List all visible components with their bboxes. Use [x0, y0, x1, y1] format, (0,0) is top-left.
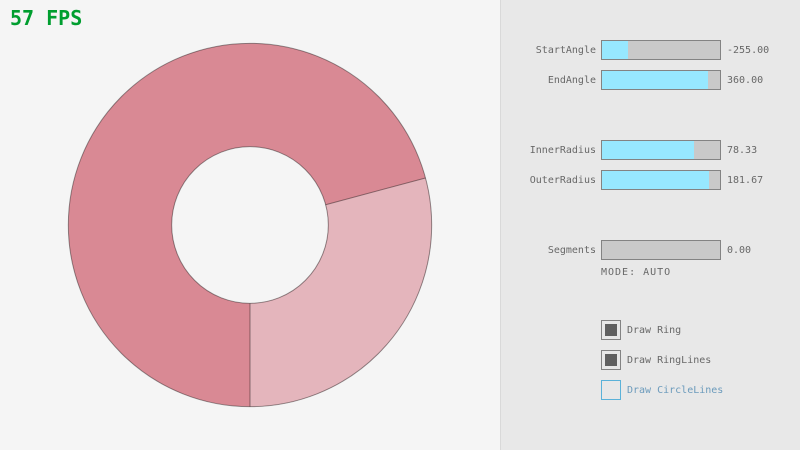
controls-panel: StartAngle -255.00 EndAngle 360.00 Inner… [500, 0, 800, 450]
end-angle-value: 360.00 [727, 74, 764, 86]
outer-radius-value: 181.67 [727, 174, 764, 186]
start-angle-value: -255.00 [727, 44, 770, 56]
draw-ring-lines-row: Draw RingLines [601, 350, 711, 370]
segments-value: 0.00 [727, 244, 752, 256]
draw-circle-lines-checkbox[interactable] [601, 380, 621, 400]
draw-ring-lines-label: Draw RingLines [627, 354, 712, 366]
outer-radius-row: OuterRadius 181.67 [501, 170, 800, 190]
draw-circle-lines-label: Draw CircleLines [627, 384, 724, 396]
draw-ring-lines-check-mark [605, 354, 617, 366]
end-angle-row: EndAngle 360.00 [501, 70, 800, 90]
draw-ring-label: Draw Ring [627, 324, 682, 336]
start-angle-slider-fill [602, 41, 628, 59]
end-angle-label: EndAngle [547, 74, 596, 86]
fps-counter: 57 FPS [10, 6, 83, 30]
end-angle-slider[interactable] [601, 70, 721, 90]
start-angle-label: StartAngle [535, 44, 596, 56]
outer-radius-slider-fill [602, 171, 710, 189]
inner-radius-value: 78.33 [727, 144, 758, 156]
segments-slider[interactable] [601, 240, 721, 260]
draw-ring-lines-checkbox[interactable] [601, 350, 621, 370]
start-angle-row: StartAngle -255.00 [501, 40, 800, 60]
ring-outer-line [67, 42, 433, 408]
outer-radius-label: OuterRadius [529, 174, 596, 186]
draw-circle-lines-row: Draw CircleLines [601, 380, 723, 400]
inner-radius-slider[interactable] [601, 140, 721, 160]
ring-inner-line [171, 146, 329, 304]
end-angle-slider-fill [602, 71, 709, 89]
inner-radius-slider-fill [602, 141, 695, 159]
inner-radius-row: InnerRadius 78.33 [501, 140, 800, 160]
ring-cap-line-start [325, 177, 426, 206]
segments-row: Segments 0.00 [501, 240, 800, 260]
ring-single-pass [250, 177, 432, 407]
draw-ring-checkbox[interactable] [601, 320, 621, 340]
draw-ring-row: Draw Ring [601, 320, 681, 340]
start-angle-slider[interactable] [601, 40, 721, 60]
draw-ring-check-mark [605, 324, 617, 336]
inner-radius-label: InnerRadius [529, 144, 596, 156]
outer-radius-slider[interactable] [601, 170, 721, 190]
segments-label: Segments [547, 244, 596, 256]
segments-mode-label: MODE: AUTO [601, 267, 672, 278]
